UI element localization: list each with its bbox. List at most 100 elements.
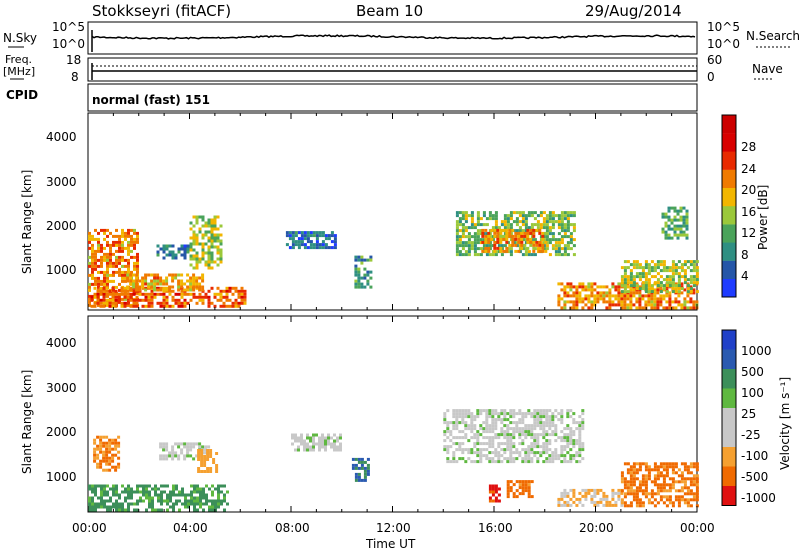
echo-cell	[467, 250, 471, 254]
echo-cell	[578, 445, 582, 449]
echo-cell	[518, 451, 522, 455]
echo-cell	[212, 458, 216, 461]
echo-cell	[536, 226, 540, 230]
echo-cell	[683, 300, 687, 304]
echo-cell	[626, 486, 630, 490]
echo-cell	[136, 255, 139, 259]
echo-cell	[626, 306, 630, 310]
echo-cell	[357, 472, 361, 476]
echo-cell	[581, 409, 585, 413]
echo-cell	[467, 424, 471, 428]
echo-cell	[581, 488, 585, 492]
echo-cell	[111, 298, 115, 302]
echo-cell	[204, 260, 208, 264]
echo-cell	[674, 263, 678, 267]
echo-cell	[620, 498, 624, 502]
echo-cell	[473, 235, 477, 239]
echo-cell	[680, 263, 684, 267]
echo-cell	[695, 465, 699, 469]
echo-cell	[572, 226, 576, 230]
echo-cell	[569, 460, 573, 464]
echo-cell	[333, 448, 336, 452]
echo-cell	[127, 493, 130, 497]
echo-cell	[542, 430, 546, 434]
echo-cell	[650, 260, 654, 264]
echo-cell	[481, 249, 485, 253]
echo-cell	[183, 247, 187, 251]
echo-cell	[455, 409, 459, 413]
echo-cell	[689, 498, 693, 502]
echo-cell	[671, 468, 675, 472]
echo-cell	[536, 457, 540, 461]
echo-cell	[96, 435, 100, 439]
echo-cell	[124, 237, 127, 241]
echo-cell	[165, 454, 169, 458]
echo-cell	[665, 266, 669, 270]
echo-cell	[482, 211, 486, 215]
echo-cell	[491, 421, 495, 425]
echo-cell	[566, 247, 570, 251]
echo-cell	[623, 272, 627, 276]
echo-cell	[458, 211, 462, 215]
freq-tick-8: 8	[71, 70, 79, 84]
echo-cell	[674, 480, 678, 484]
echo-cell	[674, 462, 678, 466]
echo-cell	[644, 489, 648, 493]
echo-cell	[521, 415, 525, 419]
echo-cell	[120, 301, 124, 305]
echo-cell	[557, 300, 561, 304]
echo-cell	[533, 424, 537, 428]
echo-cell	[527, 250, 531, 254]
echo-cell	[689, 504, 693, 508]
echo-cell	[203, 461, 207, 464]
echo-cell	[205, 502, 208, 506]
echo-cell	[190, 484, 193, 488]
echo-cell	[91, 246, 94, 250]
echo-cell	[446, 457, 450, 461]
echo-cell	[339, 442, 342, 446]
echo-cell	[321, 240, 325, 244]
echo-cell	[476, 238, 480, 242]
echo-cell	[186, 244, 190, 248]
echo-cell	[181, 502, 184, 506]
echo-cell	[500, 433, 504, 437]
echo-cell	[539, 415, 543, 419]
echo-cell	[91, 273, 94, 277]
echo-cell	[599, 297, 603, 301]
echo-cell	[363, 460, 367, 464]
echo-cell	[121, 273, 124, 277]
echo-cell	[517, 237, 521, 241]
echo-cell	[297, 448, 300, 452]
echo-cell	[500, 244, 504, 248]
echo-cell	[532, 243, 536, 247]
echo-cell	[560, 288, 564, 292]
echo-cell	[641, 474, 645, 478]
echo-cell	[668, 297, 672, 301]
echo-cell	[557, 250, 561, 254]
echo-cell	[473, 238, 477, 242]
echo-cell	[533, 223, 537, 227]
echo-cell	[488, 457, 492, 461]
echo-cell	[632, 266, 636, 270]
echo-cell	[566, 226, 570, 230]
echo-cell	[614, 491, 618, 495]
echo-cell	[217, 499, 220, 503]
echo-cell	[551, 421, 555, 425]
echo-cell	[668, 495, 672, 499]
echo-cell	[506, 412, 510, 416]
echo-cell	[294, 439, 297, 443]
echo-cell	[118, 300, 121, 304]
echo-cell	[620, 266, 624, 270]
echo-cell	[94, 255, 97, 259]
echo-cell	[527, 454, 531, 458]
echo-cell	[668, 486, 672, 490]
power-heatmap	[88, 206, 699, 310]
echo-cell	[653, 468, 657, 472]
echo-cell	[488, 442, 492, 446]
echo-cell	[529, 231, 533, 235]
echo-cell	[195, 263, 199, 267]
echo-cell	[653, 275, 657, 279]
echo-cell	[207, 230, 211, 234]
echo-cell	[515, 217, 519, 221]
echo-cell	[521, 220, 525, 224]
